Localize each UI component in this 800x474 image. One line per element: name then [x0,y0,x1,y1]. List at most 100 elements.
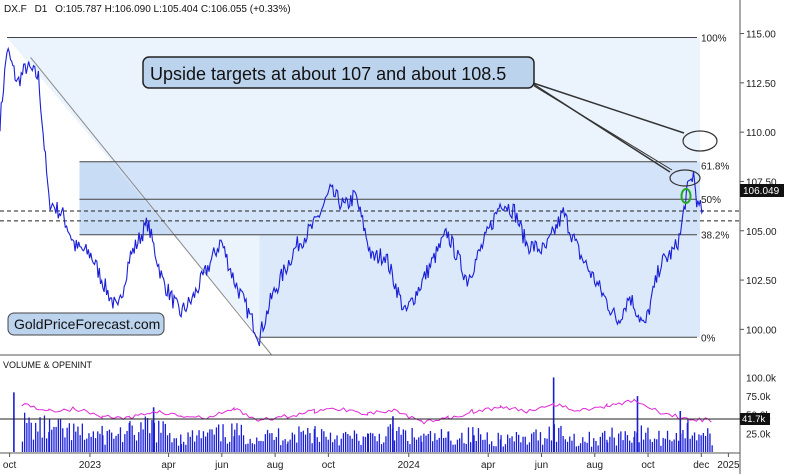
volume-bar [383,442,385,452]
volume-bar [334,439,336,452]
header-symbol: DX.F [4,4,27,15]
volume-bar [507,434,509,452]
volume-bar [599,436,601,452]
header-values: O:105.787 H:106.090 L:105.404 C:106.055 … [55,4,290,15]
volume-bar [429,431,432,452]
volume-bar [325,436,327,452]
fib-label: 0% [701,333,716,344]
volume-bar [164,423,166,452]
volume-bar [684,438,686,452]
volume-bar [528,442,531,452]
volume-bar [550,440,553,452]
volume-bar [133,434,135,452]
volume-bar [99,433,101,452]
volume-bar [573,433,575,452]
volume-bar [113,438,115,452]
volume-bar [51,429,53,452]
volume-bar [689,438,691,452]
volume-bar [189,436,191,452]
volume-bar [180,444,183,452]
volume-bar [564,439,566,452]
volume-bar [427,434,429,452]
header-timeframe: D1 [35,4,48,15]
volume-bar [558,427,560,452]
volume-bar [342,433,345,452]
volume-bar [595,441,597,452]
volume-bar [205,436,207,452]
volume-bar [647,427,649,452]
volume-bar [62,428,64,452]
volume-bar [374,436,376,452]
volume-bar [575,446,577,452]
volume-bar [450,440,452,452]
volume-bar [251,443,253,452]
volume-bar [542,444,544,452]
volume-bar [185,444,187,452]
volume-bar [43,415,46,452]
x-tick-label: aug [267,460,284,471]
volume-bar [187,432,189,452]
volume-bar [122,442,124,452]
volume-bar [240,424,242,452]
volume-bar [309,433,311,452]
volume-bar [39,417,41,452]
volume-bar [129,421,131,452]
y-tick-label: 115.00 [746,30,776,41]
volume-bar [269,433,271,452]
target-ellipse-lower [669,169,701,187]
volume-bar [119,427,122,452]
volume-bar [238,435,240,452]
volume-bar [387,426,389,452]
volume-bar [313,429,315,452]
volume-bar [454,444,456,452]
volume-bar [158,420,160,452]
x-tick-label: jun [214,460,228,471]
volume-bar [24,412,26,452]
callout-box [142,56,535,89]
volume-bar [26,423,28,452]
volume-bar [70,440,73,452]
volume-bar [482,439,484,452]
price-line [0,46,704,347]
volume-bar [651,442,653,452]
volume-bar [233,436,235,452]
volume-bar [509,438,511,452]
volume-bar [28,417,30,452]
volume-bar [155,442,158,452]
volume-bar [224,437,226,452]
volume-bar [273,439,275,452]
volume-bar [669,439,671,452]
volume-bar [152,407,155,452]
volume-bar [198,430,200,452]
volume-bar [151,420,153,452]
header-ohlc: DX.F D1 O:105.787 H:106.090 L:105.404 C:… [4,4,291,15]
volume-bar [520,442,522,452]
x-tick-label: oct [641,460,655,471]
volume-bar [649,439,651,452]
volume-bar [409,444,411,452]
volume-bar [624,431,626,452]
volume-bar [535,429,537,452]
time-x-axis: oct 2023 apr jun aug oct 2024 apr jun aug oct dec 20… [3,453,740,471]
volume-bar [115,435,117,452]
x-tick-label: aug [586,460,603,471]
volume-bar [488,444,491,452]
x-tick-label: oct [322,460,336,471]
volume-bar [404,430,407,452]
volume-bar [434,433,436,452]
volume-bar [582,437,584,452]
volume-bar [68,423,70,452]
y-tick-label: 112.50 [746,79,776,90]
volume-bar [329,432,332,452]
volume-bar [318,441,321,452]
volume-bar [106,431,108,452]
volume-bar [83,439,86,452]
volume-bar [702,433,704,452]
volume-bar [144,416,146,452]
volume-bar [579,443,582,452]
volume-bar [131,425,133,452]
volume-bar [493,446,495,452]
volume-bar [402,429,404,452]
volume-panel-title: VOLUME & OPENINT [3,360,93,370]
volume-bar [413,437,415,452]
